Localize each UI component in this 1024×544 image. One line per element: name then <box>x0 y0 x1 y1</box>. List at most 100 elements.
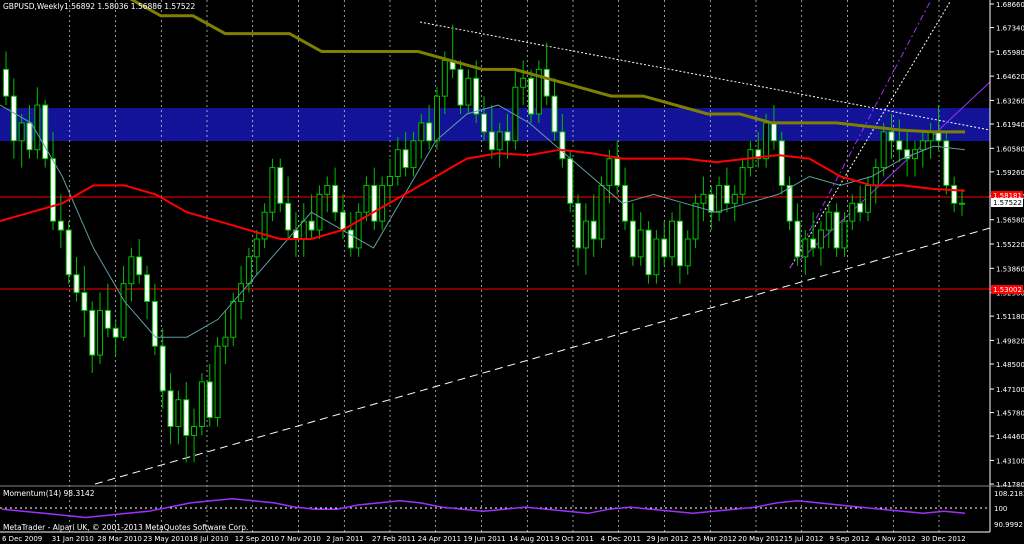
time-label: 9 Oct 2011 <box>555 535 594 543</box>
candle-body <box>960 203 965 204</box>
candle-body <box>787 185 792 221</box>
candle-body <box>576 203 581 248</box>
candle-body <box>35 105 40 150</box>
price-label: 1.44460 <box>996 433 1024 441</box>
time-label: 30 Dec 2012 <box>921 535 966 543</box>
candle-body <box>482 114 487 132</box>
candle-body <box>160 346 165 391</box>
candle-body <box>764 123 769 159</box>
candle-body <box>858 203 863 212</box>
candle-body <box>199 382 204 427</box>
momentum-axis-top: 108.2183 <box>994 490 1024 498</box>
candle-body <box>364 185 369 212</box>
price-label: 1.49820 <box>996 337 1024 345</box>
candle-body <box>254 239 259 257</box>
candle-body <box>952 185 957 203</box>
candle-body <box>458 69 463 105</box>
candle-body <box>372 185 377 221</box>
candle-body <box>231 302 236 338</box>
candle-body <box>152 302 157 347</box>
candle-body <box>348 230 353 248</box>
candle-body <box>270 168 275 213</box>
candle-body <box>207 382 212 418</box>
candle-body <box>278 168 283 204</box>
candle-body <box>607 159 612 186</box>
candle-body <box>489 132 494 150</box>
candle-body <box>215 346 220 417</box>
candle-body <box>724 185 729 203</box>
candle-body <box>317 194 322 230</box>
candle-body <box>333 185 338 212</box>
time-label: 20 May 2012 <box>738 535 784 543</box>
price-label: 1.59260 <box>996 169 1024 177</box>
candle-body <box>51 159 56 222</box>
price-label: 1.65980 <box>996 49 1024 57</box>
price-label: 1.64620 <box>996 73 1024 81</box>
candle-body <box>818 230 823 248</box>
candle-body <box>113 328 118 337</box>
candle-body <box>466 78 471 105</box>
candle-body <box>387 177 392 186</box>
candle-body <box>395 150 400 177</box>
candle-body <box>646 230 651 275</box>
candle-body <box>795 221 800 257</box>
candle-body <box>137 257 142 275</box>
candle-body <box>583 221 588 248</box>
candle-body <box>701 194 706 203</box>
hline-low-tag-text: 1.53002 <box>993 286 1022 294</box>
candle-body <box>442 60 447 96</box>
candle-body <box>66 230 71 275</box>
candle-body <box>897 141 902 150</box>
time-label: 23 May 2010 <box>143 535 189 543</box>
price-axis[interactable]: 1.68660 1.67340 1.65980 1.64620 1.63260 1.619… <box>990 1 1024 489</box>
candle-body <box>434 96 439 141</box>
candle-body <box>505 132 510 141</box>
candle-body <box>685 239 690 266</box>
candle-body <box>873 168 878 186</box>
candle-body <box>889 132 894 141</box>
price-label: 1.60580 <box>996 145 1024 153</box>
time-label: 15 Jul 2012 <box>784 535 824 543</box>
price-label: 1.51180 <box>996 313 1024 321</box>
time-label: 24 Apr 2011 <box>418 535 461 543</box>
momentum-label: Momentum(14) 98.3142 <box>3 489 95 498</box>
candle-body <box>654 239 659 275</box>
price-label: 1.56580 <box>996 217 1024 225</box>
ohlc-values: 1.56892 1.58036 1.56886 1.57522 <box>64 2 195 11</box>
candle-body <box>286 203 291 230</box>
momentum-axis-mid: 100 <box>994 505 1007 513</box>
candle-body <box>638 230 643 257</box>
current-price-tag-text: 1.57522 <box>993 199 1022 207</box>
momentum-axis-low: 90.9992 <box>994 521 1023 529</box>
candle-body <box>779 141 784 186</box>
candle-body <box>615 159 620 186</box>
candle-body <box>709 194 714 212</box>
time-axis[interactable]: 6 Dec 2009 31 Jan 2010 28 Mar 2010 23 May 2… <box>2 535 966 543</box>
time-label: 6 Dec 2009 <box>2 535 42 543</box>
time-label: 14 Aug 2011 <box>509 535 554 543</box>
candle-body <box>74 275 79 293</box>
candle-body <box>301 221 306 239</box>
candle-body <box>82 293 87 311</box>
candle-body <box>474 78 479 114</box>
candle-body <box>568 159 573 204</box>
symbol-title: GBPUSD,Weekly <box>3 2 65 11</box>
price-label: 1.41780 <box>996 481 1024 489</box>
candle-body <box>826 212 831 230</box>
candle-body <box>411 141 416 168</box>
price-label: 1.68660 <box>996 1 1024 9</box>
price-label: 1.53860 <box>996 265 1024 273</box>
candle-body <box>90 310 95 355</box>
candle-body <box>4 69 9 96</box>
price-label: 1.43100 <box>996 457 1024 465</box>
time-label: 18 Jul 2010 <box>189 535 229 543</box>
candle-body <box>842 221 847 248</box>
candle-body <box>591 221 596 239</box>
candle-body <box>599 185 604 239</box>
candle-body <box>98 310 103 355</box>
time-label: 4 Dec 2011 <box>601 535 641 543</box>
candle-body <box>552 96 557 132</box>
time-label: 12 Sep 2010 <box>235 535 279 543</box>
time-label: 7 Nov 2010 <box>281 535 321 543</box>
